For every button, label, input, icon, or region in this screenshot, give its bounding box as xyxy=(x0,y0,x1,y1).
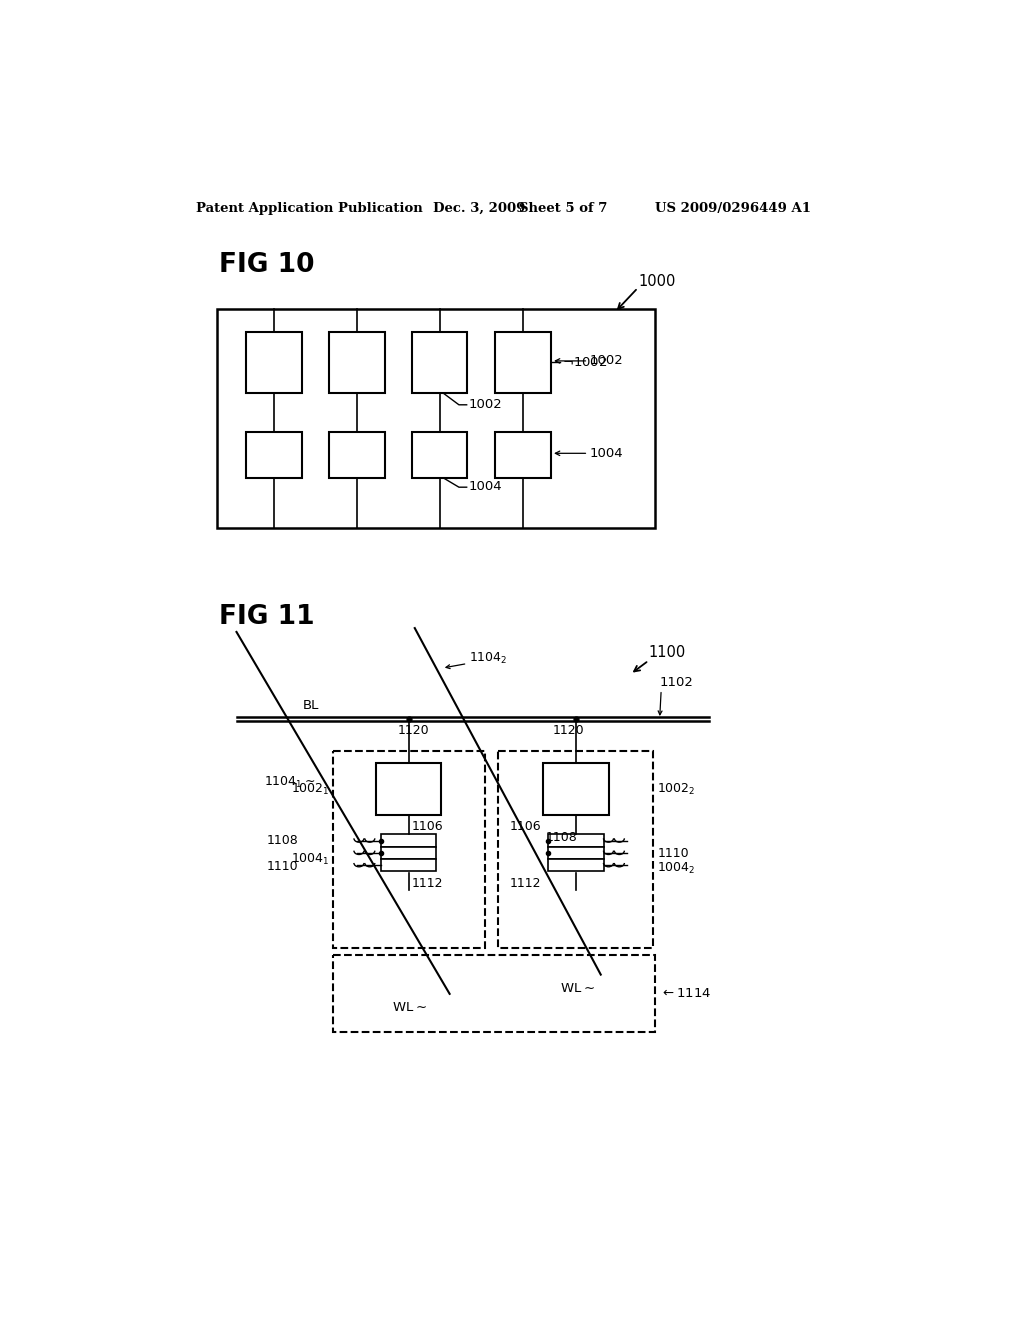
Bar xyxy=(329,331,385,393)
Bar xyxy=(548,834,604,847)
Text: 1108: 1108 xyxy=(546,832,578,843)
Text: WL$\sim$: WL$\sim$ xyxy=(391,1001,426,1014)
Text: 1112: 1112 xyxy=(412,878,443,890)
Bar xyxy=(496,432,551,478)
Text: 1100: 1100 xyxy=(649,645,686,660)
Text: 1000: 1000 xyxy=(638,275,675,289)
Text: 1112: 1112 xyxy=(510,878,542,890)
Text: Sheet 5 of 7: Sheet 5 of 7 xyxy=(519,202,608,215)
Text: Dec. 3, 2009: Dec. 3, 2009 xyxy=(432,202,525,215)
Bar xyxy=(543,763,609,816)
Text: 1004$_2$: 1004$_2$ xyxy=(657,861,696,876)
Text: $\leftarrow$1114: $\leftarrow$1114 xyxy=(659,987,711,1001)
Bar xyxy=(496,331,551,393)
Text: 1120: 1120 xyxy=(553,723,585,737)
Bar xyxy=(246,432,302,478)
Bar xyxy=(412,331,467,393)
Bar xyxy=(381,847,436,859)
Text: 1004$_1$: 1004$_1$ xyxy=(291,853,330,867)
Text: 1110: 1110 xyxy=(657,847,689,861)
Text: 1002$_1$: 1002$_1$ xyxy=(291,781,330,796)
Bar xyxy=(499,751,653,948)
Bar xyxy=(334,956,655,1032)
Text: 1108: 1108 xyxy=(266,834,299,847)
Text: FIG 10: FIG 10 xyxy=(219,252,315,277)
Text: $\mathsf{\neg}$1002: $\mathsf{\neg}$1002 xyxy=(562,356,607,370)
Bar xyxy=(548,847,604,859)
Bar xyxy=(381,859,436,871)
Text: 1106: 1106 xyxy=(412,820,443,833)
Bar xyxy=(548,859,604,871)
Text: 1104$_1\sim$: 1104$_1\sim$ xyxy=(263,775,315,789)
Text: 1004: 1004 xyxy=(468,480,502,492)
Bar xyxy=(246,331,302,393)
Text: 1104$_2$: 1104$_2$ xyxy=(469,651,508,667)
Text: BL: BL xyxy=(302,700,318,713)
Text: 1002: 1002 xyxy=(468,397,502,411)
Text: 1004: 1004 xyxy=(590,446,624,459)
Bar xyxy=(334,751,484,948)
Text: 1002: 1002 xyxy=(590,354,624,367)
Bar xyxy=(412,432,467,478)
Text: 1106: 1106 xyxy=(510,820,542,833)
Bar xyxy=(381,834,436,847)
Text: 1110: 1110 xyxy=(267,861,299,874)
Bar xyxy=(376,763,441,816)
Text: Patent Application Publication: Patent Application Publication xyxy=(197,202,423,215)
Text: US 2009/0296449 A1: US 2009/0296449 A1 xyxy=(655,202,811,215)
Text: 1002$_2$: 1002$_2$ xyxy=(657,781,696,796)
Bar xyxy=(217,309,655,528)
Text: FIG 11: FIG 11 xyxy=(219,603,315,630)
Bar xyxy=(329,432,385,478)
Text: WL$\sim$: WL$\sim$ xyxy=(560,982,595,995)
Text: 1120: 1120 xyxy=(397,723,429,737)
Text: 1102: 1102 xyxy=(659,676,693,689)
